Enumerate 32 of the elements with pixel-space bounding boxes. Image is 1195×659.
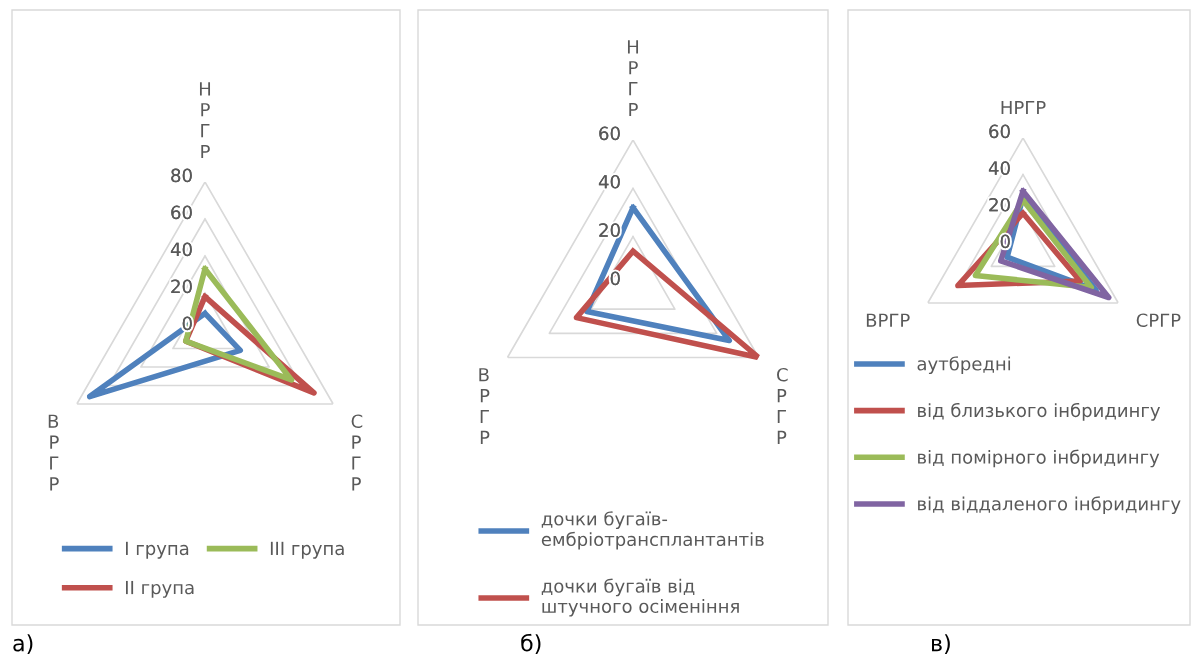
text: б) — [521, 633, 541, 655]
y-tick-label: 20 — [171, 279, 192, 294]
y-tick-label: 60 — [171, 205, 192, 220]
text: а) — [13, 634, 33, 655]
y-tick-label: 80 — [171, 168, 192, 183]
y-tick-label: 40 — [598, 174, 620, 189]
legend-label: III група — [270, 541, 344, 559]
legend-label: I група — [125, 541, 189, 559]
y-tick-label: 40 — [988, 161, 1010, 175]
legend-label: дочки бугаїв від штучного осіменіння — [541, 578, 739, 617]
y-tick-label: 20 — [989, 197, 1010, 212]
y-tick-label: 40 — [170, 242, 192, 257]
y-tick-label: 60 — [599, 126, 620, 141]
y-tick-label: 60 — [989, 124, 1010, 139]
spoke-label: С Р Г Р — [777, 367, 788, 444]
spoke-label: НРГР — [1001, 100, 1046, 115]
legend-label: від віддаленого інбридингу — [918, 496, 1181, 515]
legend-label: аутбредні — [917, 356, 1011, 375]
spoke-label: СРГР — [1136, 313, 1181, 328]
legend-label: II група — [125, 580, 194, 598]
spoke-label: Н Р Г Р — [199, 82, 211, 159]
text: в) — [932, 634, 950, 655]
legend-label: дочки бугаїв-ембріотрансплантантів — [541, 511, 764, 550]
legend-label: від близького інбридингу — [918, 402, 1161, 421]
legend-label: від помірного інбридингу — [918, 449, 1160, 468]
y-tick-label: 0 — [182, 316, 192, 331]
spoke-label: В Р Г Р — [479, 368, 490, 444]
y-tick-label: 20 — [599, 223, 620, 237]
spoke-label: ВРГР — [866, 313, 910, 327]
spoke-label: С Р Г Р — [351, 414, 363, 491]
spoke-label: Н Р Г Р — [627, 40, 639, 117]
spoke-label: В Р Г Р — [48, 414, 59, 491]
